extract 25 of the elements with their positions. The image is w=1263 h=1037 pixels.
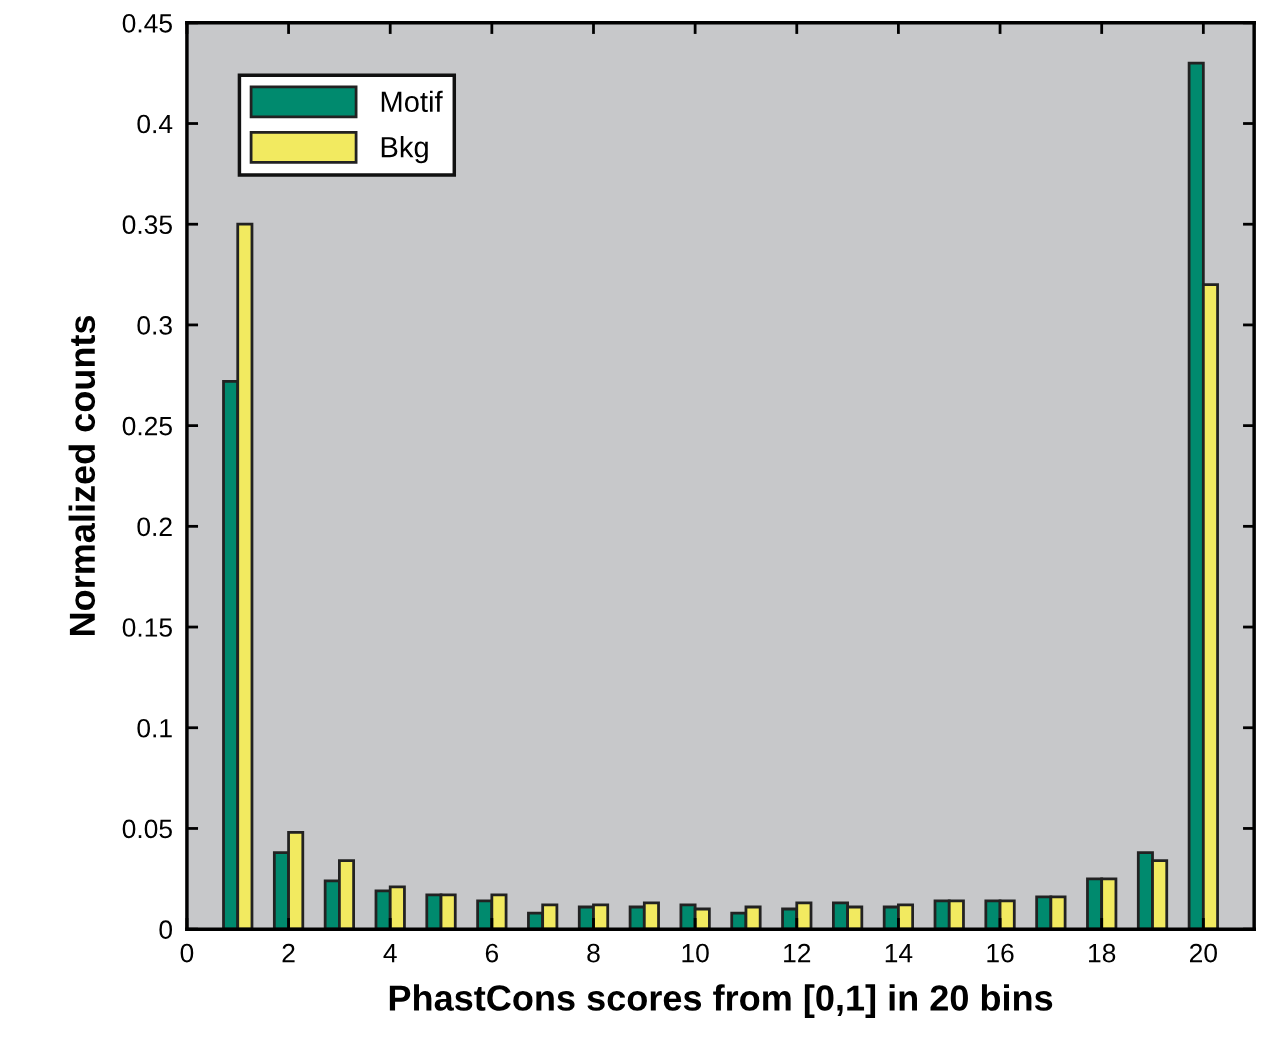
x-tick-label: 4 [383, 944, 397, 963]
y-tick-label: 0.4 [137, 114, 173, 134]
y-tick-label: 0.45 [122, 13, 172, 33]
x-tick-label: 6 [485, 943, 499, 963]
x-tick-label: 12 [784, 943, 811, 963]
x-tick-label: 10 [682, 943, 709, 963]
y-tick-label: 0.1 [137, 718, 172, 738]
y-tick-label: 0.35 [122, 215, 172, 235]
x-tick-label: 0 [180, 943, 194, 963]
x-tick-label: 8 [587, 943, 600, 963]
y-tick-label: 0.05 [122, 819, 172, 839]
y-tick-label: 0.2 [137, 517, 172, 537]
x-tick-label: 14 [885, 944, 913, 963]
x-tick-label: 16 [987, 943, 1014, 963]
y-tick-label: 0.15 [122, 618, 172, 637]
legend-label: Motif [381, 90, 443, 113]
y-tick-label: 0 [159, 920, 172, 939]
x-tick-label: 18 [1089, 943, 1116, 963]
y-tick-label: 0.3 [137, 316, 172, 335]
x-axis-title: PhastCons scores from [0,1] in 20 bins [389, 984, 1053, 1018]
legend-label: Bkg [381, 136, 428, 164]
y-tick-label: 0.25 [122, 416, 172, 436]
x-tick-label: 2 [282, 943, 295, 963]
y-axis-title: Normalized counts [68, 315, 96, 636]
x-tick-label: 20 [1189, 943, 1217, 963]
